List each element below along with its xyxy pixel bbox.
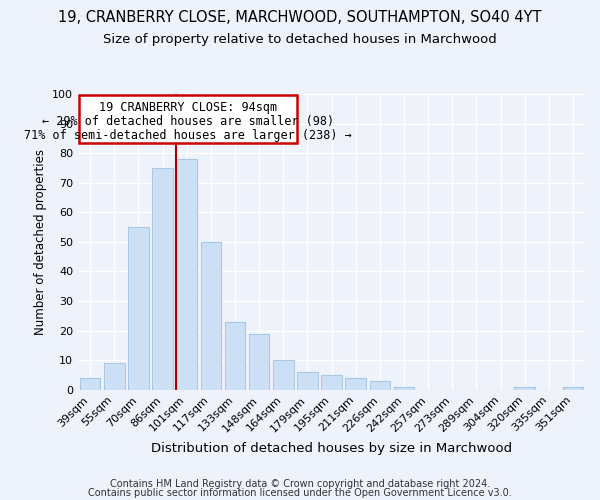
Text: ← 29% of detached houses are smaller (98): ← 29% of detached houses are smaller (98… (42, 115, 334, 128)
Bar (249, 334, 269, 390)
Bar (394, 387, 414, 390)
Bar (176, 159, 197, 390)
FancyBboxPatch shape (79, 96, 296, 143)
Bar (80, 378, 100, 390)
Text: Contains HM Land Registry data © Crown copyright and database right 2024.: Contains HM Land Registry data © Crown c… (110, 479, 490, 489)
Bar (346, 378, 366, 390)
Text: Contains public sector information licensed under the Open Government Licence v3: Contains public sector information licen… (88, 488, 512, 498)
Y-axis label: Number of detached properties: Number of detached properties (34, 149, 47, 335)
Bar (563, 387, 583, 390)
Bar (200, 242, 221, 390)
Text: 71% of semi-detached houses are larger (238) →: 71% of semi-detached houses are larger (… (24, 129, 352, 142)
Bar (104, 363, 125, 390)
Bar (225, 322, 245, 390)
X-axis label: Distribution of detached houses by size in Marchwood: Distribution of detached houses by size … (151, 442, 512, 455)
Bar (128, 227, 149, 390)
Bar (322, 375, 342, 390)
Bar (297, 372, 317, 390)
Bar (152, 168, 173, 390)
Bar (370, 381, 390, 390)
Text: 19 CRANBERRY CLOSE: 94sqm: 19 CRANBERRY CLOSE: 94sqm (99, 101, 277, 114)
Bar (514, 387, 535, 390)
Text: Size of property relative to detached houses in Marchwood: Size of property relative to detached ho… (103, 32, 497, 46)
Bar (273, 360, 293, 390)
Text: 19, CRANBERRY CLOSE, MARCHWOOD, SOUTHAMPTON, SO40 4YT: 19, CRANBERRY CLOSE, MARCHWOOD, SOUTHAMP… (58, 10, 542, 25)
